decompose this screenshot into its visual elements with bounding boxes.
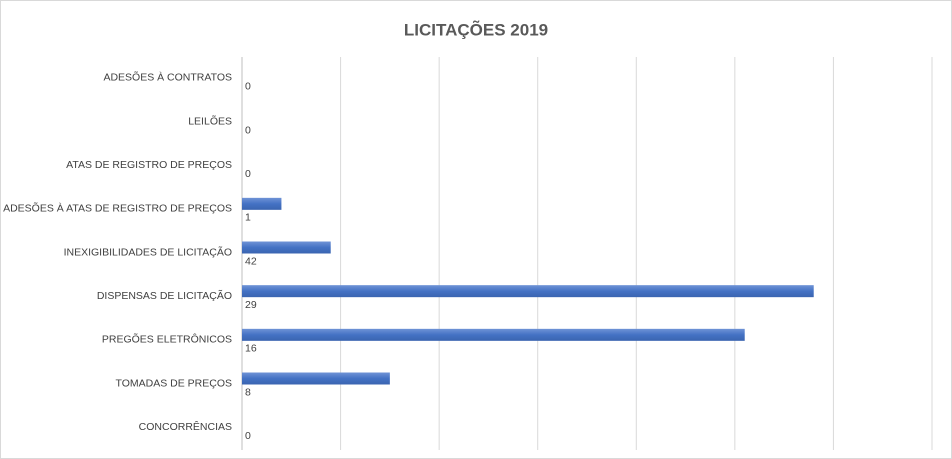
y-tick-label: CONCORRÊNCIAS [139,420,232,433]
data-label: 0 [245,81,251,93]
y-tick-label: PREGÕES ELETRÔNICOS [102,333,232,346]
bar [242,285,814,298]
y-tick-label: ADESÕES À ATAS DE REGISTRO DE PREÇOS [3,202,232,215]
bar [242,197,282,210]
y-tick-label: INEXIGIBILIDADES DE LICITAÇÃO [64,245,232,258]
data-label: 0 [245,430,251,442]
y-tick-label: LEILÕES [188,114,232,127]
data-label: 16 [245,343,257,355]
data-label: 1 [245,212,251,224]
data-label: 42 [245,255,257,267]
data-label: 0 [245,124,251,136]
data-label: 8 [245,386,251,398]
y-tick-label: TOMADAS DE PREÇOS [116,377,233,389]
bar [242,241,331,254]
y-tick-label: DISPENSAS DE LICITAÇÃO [97,289,232,302]
y-tick-label: ATAS DE REGISTRO DE PREÇOS [66,159,232,171]
bar [242,372,390,385]
bar [242,328,745,341]
y-tick-label: ADESÕES À CONTRATOS [103,71,232,84]
data-label: 0 [245,168,251,180]
chart-title: LICITAÇÕES 2019 [404,19,548,39]
data-label: 29 [245,299,257,311]
